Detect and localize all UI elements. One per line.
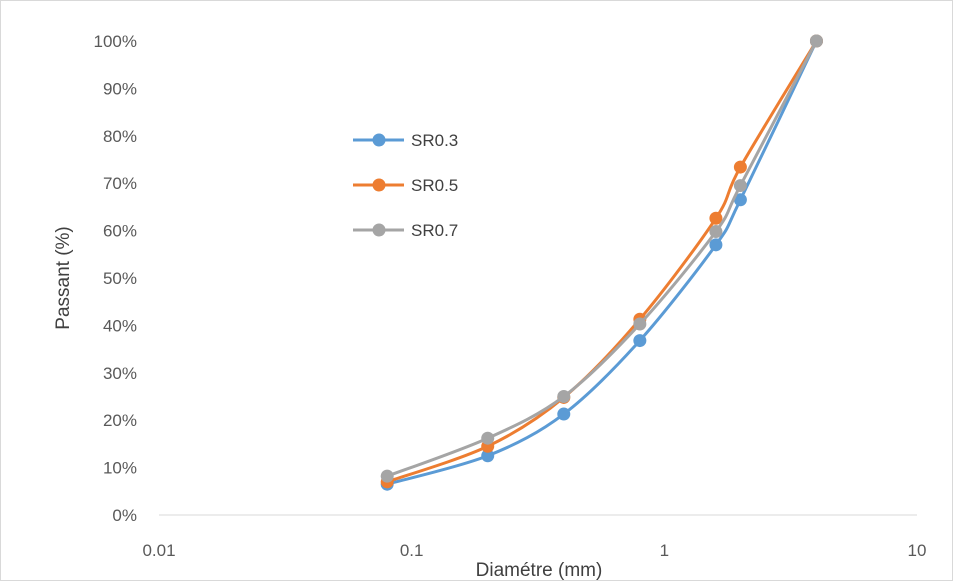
- series-sr0-3: [380, 34, 823, 491]
- y-tick-label: 10%: [103, 459, 137, 478]
- y-tick-label: 60%: [103, 222, 137, 241]
- series-sr0-5: [380, 34, 823, 489]
- legend-label-sr0-7: SR0.7: [411, 221, 458, 240]
- y-tick-label: 90%: [103, 79, 137, 98]
- legend-item-sr0-3: SR0.3: [353, 131, 458, 150]
- legend-marker-sr0-5: [372, 178, 386, 192]
- data-point-sr0-7: [481, 431, 495, 445]
- legend-label-sr0-5: SR0.5: [411, 176, 458, 195]
- data-point-sr0-7: [809, 34, 823, 48]
- legend-label-sr0-3: SR0.3: [411, 131, 458, 150]
- legend: SR0.3 SR0.5 SR0.7: [353, 131, 458, 240]
- y-tick-label: 20%: [103, 411, 137, 430]
- y-tick-label: 80%: [103, 127, 137, 146]
- x-tick-labels: 0.01 0.1 1 10: [142, 541, 926, 560]
- y-axis-title: Passant (%): [53, 226, 74, 329]
- series-line-sr0-3: [385, 39, 818, 486]
- y-tick-labels: 0% 10% 20% 30% 40% 50% 60% 70% 80% 90% 100%: [94, 32, 137, 525]
- series-layer: [380, 34, 823, 491]
- legend-marker-sr0-3: [372, 133, 386, 147]
- data-point-sr0-7: [380, 469, 394, 483]
- legend-item-sr0-5: SR0.5: [353, 176, 458, 195]
- data-point-sr0-5: [709, 211, 723, 225]
- x-tick-label: 0.01: [142, 541, 175, 560]
- y-tick-label: 100%: [94, 32, 137, 51]
- y-tick-label: 50%: [103, 269, 137, 288]
- x-tick-label: 10: [908, 541, 927, 560]
- x-tick-label: 0.1: [400, 541, 424, 560]
- data-point-sr0-7: [709, 225, 723, 239]
- legend-marker-sr0-7: [372, 223, 386, 237]
- x-tick-label: 1: [660, 541, 669, 560]
- series-line-sr0-5: [385, 39, 818, 484]
- data-point-sr0-3: [733, 193, 747, 207]
- data-point-sr0-7: [733, 179, 747, 193]
- y-tick-label: 30%: [103, 364, 137, 383]
- x-axis-title: Diamétre (mm): [476, 560, 603, 581]
- y-tick-label: 70%: [103, 174, 137, 193]
- y-tick-label: 0%: [112, 506, 137, 525]
- legend-item-sr0-7: SR0.7: [353, 221, 458, 240]
- data-point-sr0-3: [557, 407, 571, 421]
- data-point-sr0-7: [633, 317, 647, 331]
- y-tick-label: 40%: [103, 316, 137, 335]
- series-sr0-7: [380, 34, 823, 483]
- data-point-sr0-5: [733, 160, 747, 174]
- data-point-sr0-3: [709, 238, 723, 252]
- data-point-sr0-3: [481, 449, 495, 463]
- series-line-sr0-7: [385, 39, 818, 478]
- data-point-sr0-7: [557, 390, 571, 403]
- data-point-sr0-3: [633, 334, 647, 348]
